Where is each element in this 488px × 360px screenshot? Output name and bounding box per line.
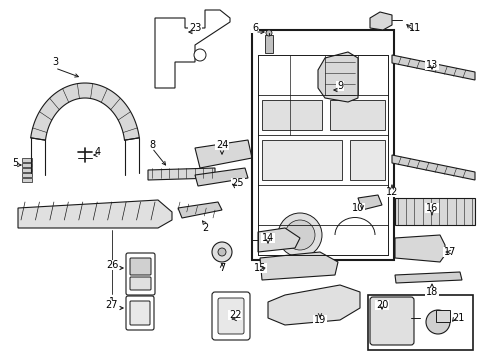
Text: 18: 18 — [425, 287, 437, 297]
Circle shape — [265, 30, 271, 36]
Text: 14: 14 — [262, 233, 274, 243]
Text: 16: 16 — [425, 203, 437, 213]
Polygon shape — [391, 55, 474, 80]
Text: 1: 1 — [109, 297, 115, 307]
Bar — [22, 178, 32, 182]
Bar — [22, 163, 32, 167]
FancyBboxPatch shape — [218, 298, 244, 334]
Text: 10: 10 — [351, 203, 364, 213]
Polygon shape — [391, 155, 474, 180]
Polygon shape — [178, 202, 222, 218]
Text: 6: 6 — [251, 23, 258, 33]
Bar — [251, 30, 393, 260]
FancyBboxPatch shape — [369, 297, 413, 345]
Text: 20: 20 — [375, 300, 387, 310]
Circle shape — [194, 49, 205, 61]
Text: 24: 24 — [215, 140, 228, 150]
Circle shape — [212, 242, 231, 262]
Bar — [22, 158, 32, 162]
Text: 9: 9 — [336, 81, 343, 91]
Circle shape — [278, 213, 321, 257]
Text: 23: 23 — [188, 23, 201, 33]
Bar — [329, 100, 384, 130]
Text: 4: 4 — [95, 147, 101, 157]
FancyBboxPatch shape — [126, 253, 155, 295]
Polygon shape — [31, 83, 139, 140]
FancyBboxPatch shape — [130, 301, 150, 325]
Polygon shape — [148, 168, 215, 180]
Polygon shape — [394, 235, 444, 262]
Text: 12: 12 — [385, 187, 397, 197]
Bar — [367, 295, 472, 350]
FancyBboxPatch shape — [212, 292, 249, 340]
Text: 15: 15 — [253, 263, 265, 273]
Text: 17: 17 — [443, 247, 455, 257]
Polygon shape — [260, 252, 337, 280]
Bar — [349, 140, 384, 180]
Text: 26: 26 — [105, 260, 118, 270]
Bar — [435, 310, 449, 322]
Polygon shape — [18, 200, 172, 228]
Bar — [22, 173, 32, 177]
FancyBboxPatch shape — [130, 258, 151, 275]
Text: 19: 19 — [313, 315, 325, 325]
Bar — [264, 35, 272, 53]
Polygon shape — [394, 272, 461, 283]
Text: 22: 22 — [228, 310, 241, 320]
Polygon shape — [267, 285, 359, 325]
Text: 27: 27 — [105, 300, 118, 310]
Bar — [262, 100, 321, 130]
Text: 2: 2 — [202, 223, 208, 233]
Polygon shape — [195, 140, 251, 168]
Text: 8: 8 — [149, 140, 155, 150]
Bar — [22, 168, 32, 172]
Text: 7: 7 — [219, 263, 224, 273]
Circle shape — [425, 310, 449, 334]
Polygon shape — [369, 12, 391, 30]
FancyBboxPatch shape — [130, 277, 151, 290]
Text: 11: 11 — [408, 23, 420, 33]
Text: 21: 21 — [451, 313, 463, 323]
Polygon shape — [357, 195, 381, 210]
Polygon shape — [317, 52, 357, 102]
Circle shape — [218, 248, 225, 256]
Text: 3: 3 — [52, 57, 58, 67]
Text: 25: 25 — [231, 178, 244, 188]
Text: 5: 5 — [12, 158, 18, 168]
Circle shape — [285, 220, 314, 250]
FancyBboxPatch shape — [126, 296, 154, 330]
Polygon shape — [394, 198, 474, 225]
Bar — [262, 140, 341, 180]
Polygon shape — [258, 228, 299, 252]
Polygon shape — [155, 10, 229, 88]
Polygon shape — [195, 168, 247, 186]
Text: 13: 13 — [425, 60, 437, 70]
